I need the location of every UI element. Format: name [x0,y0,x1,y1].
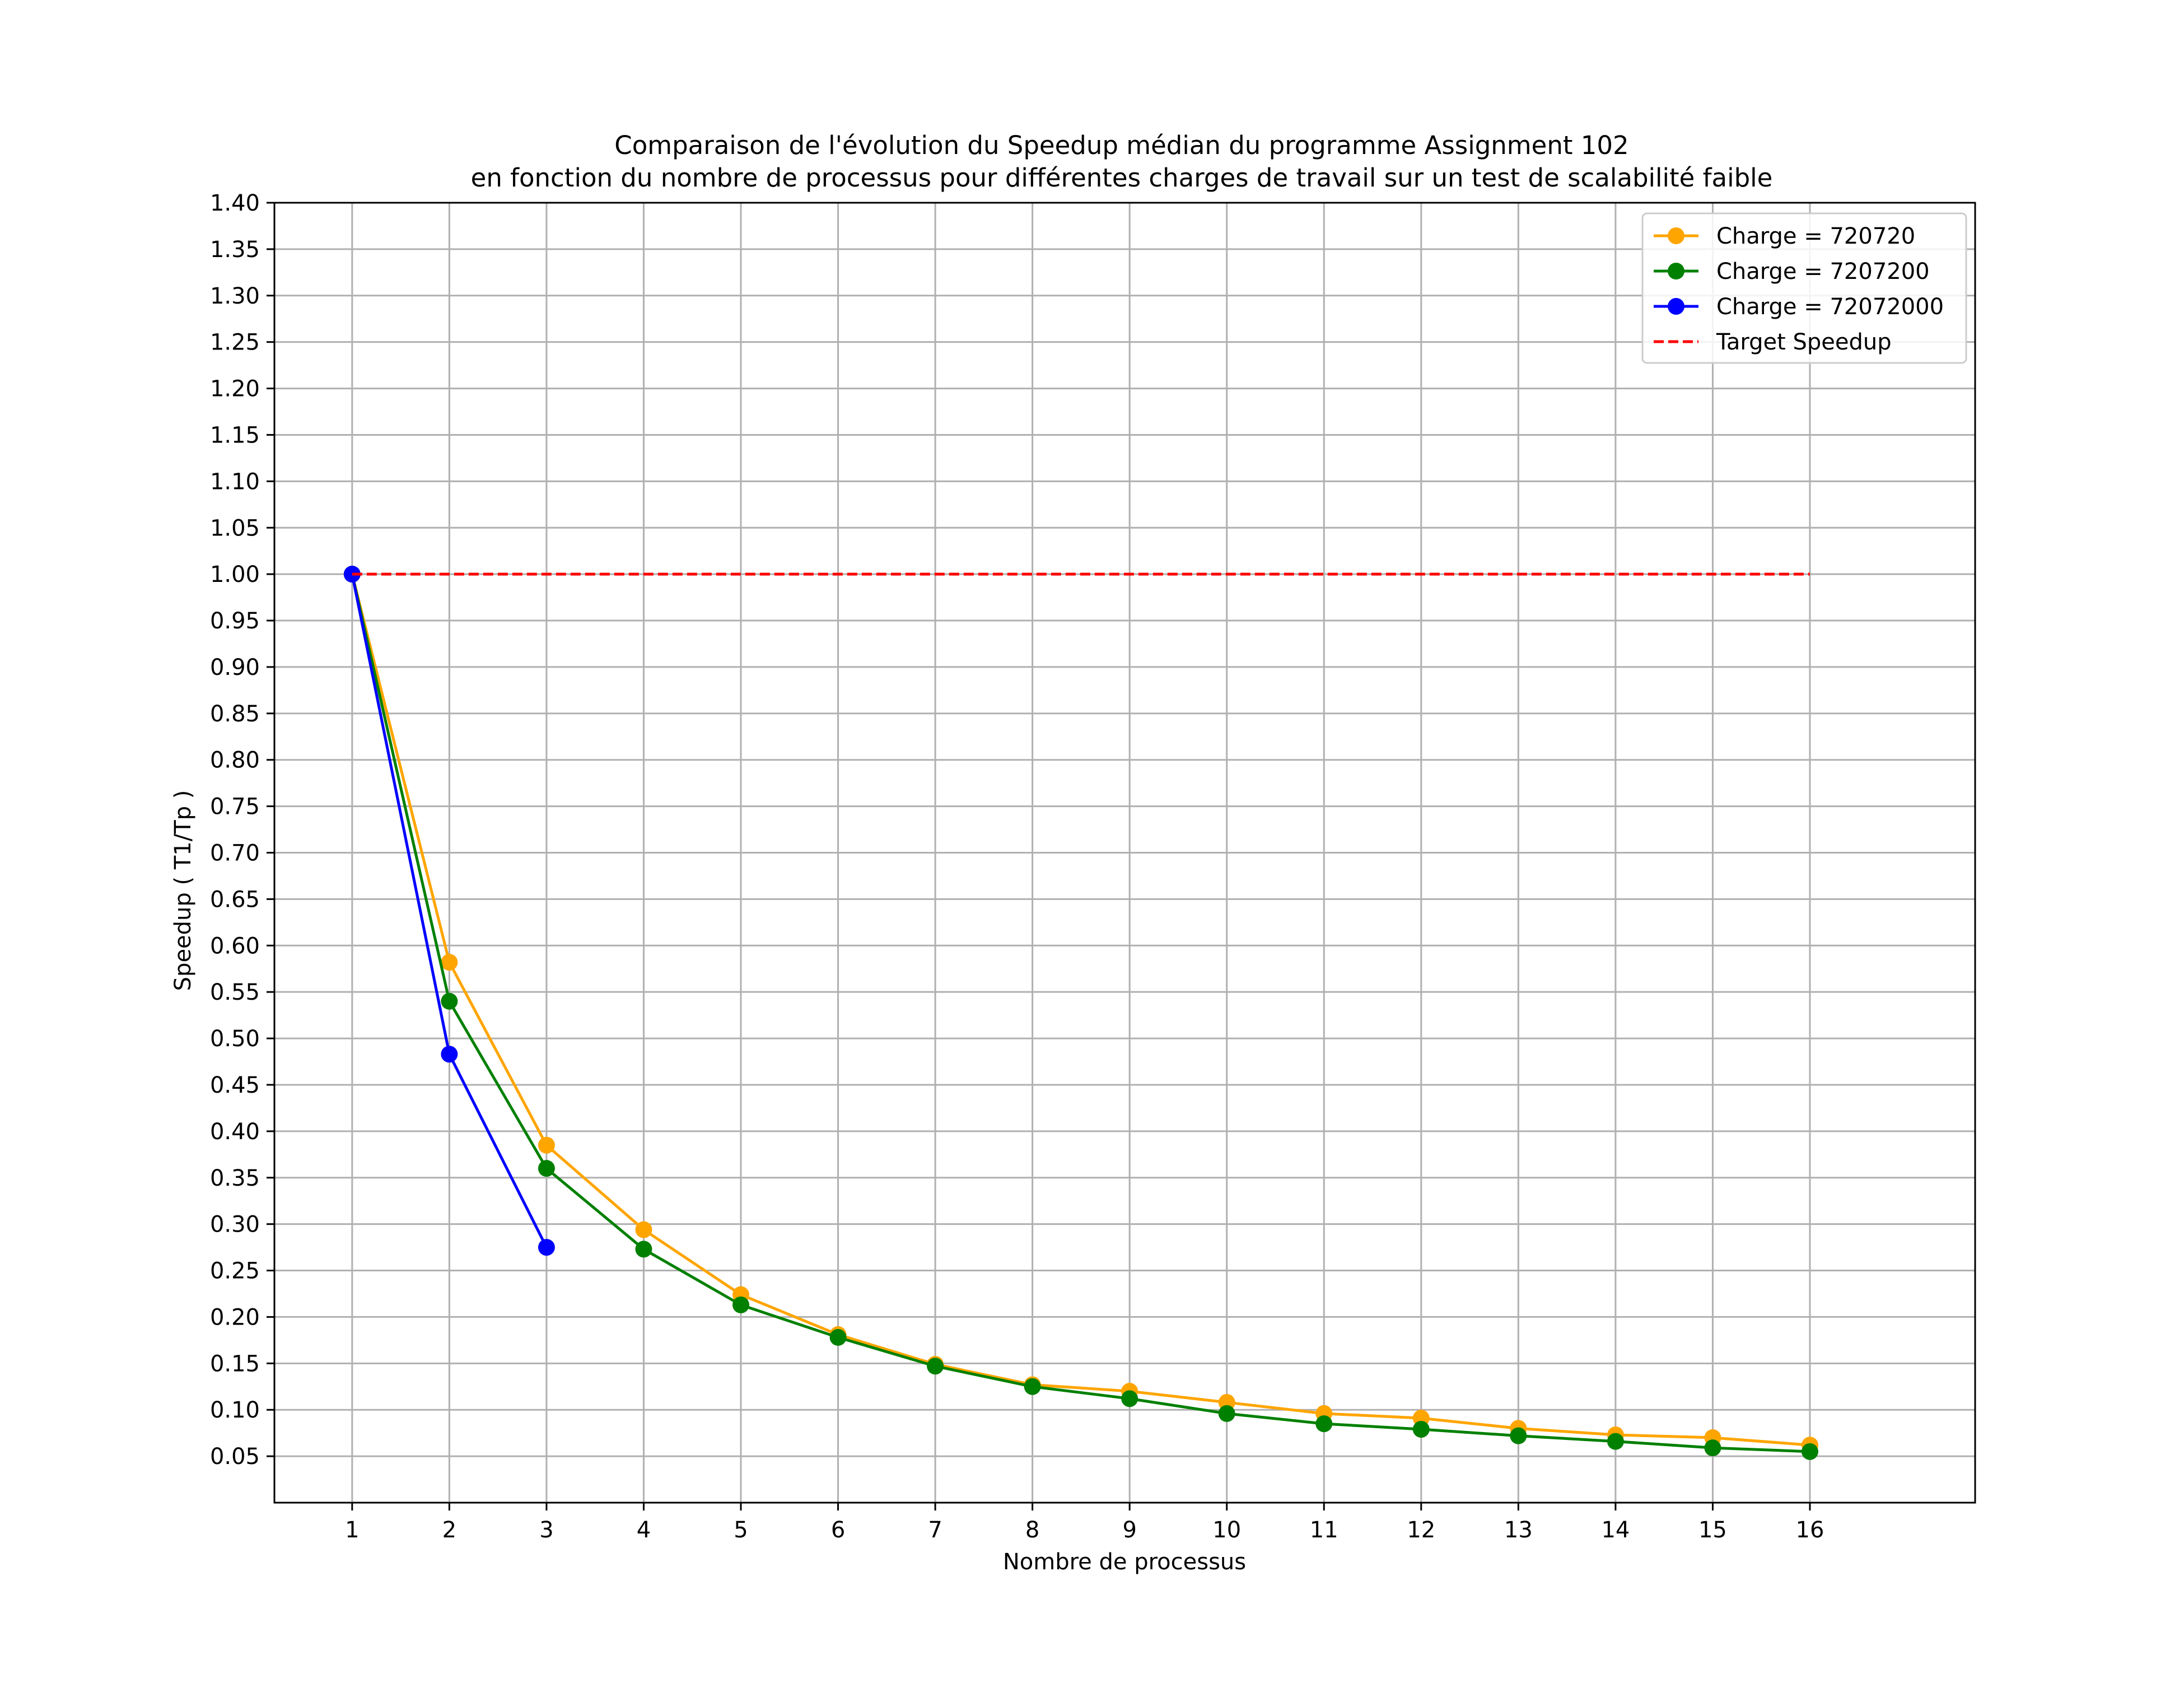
data-point [441,954,458,971]
y-tick-label: 0.70 [210,841,260,866]
y-tick-label: 0.45 [210,1073,260,1098]
data-point [635,1221,652,1238]
series-group [343,566,1818,1460]
legend-entry: Charge = 72072000 [1654,294,1944,320]
x-tick-label: 4 [637,1517,651,1543]
data-point [538,1160,555,1177]
data-point [441,992,458,1010]
legend-marker [1668,298,1684,315]
y-tick-label: 1.20 [210,376,260,402]
data-point [1704,1439,1721,1457]
data-point [829,1328,847,1346]
series-line [351,574,1810,1447]
y-tick-label: 1.25 [210,330,260,356]
y-axis-label: Speedup ( T1/Tp ) [170,790,196,991]
y-tick-label: 0.75 [210,794,260,820]
legend-marker [1668,227,1684,244]
data-point [1607,1433,1624,1450]
data-point [1121,1390,1138,1407]
y-tick-label: 0.30 [210,1212,260,1238]
x-tick-label: 14 [1601,1517,1630,1543]
y-tick-label: 0.25 [210,1258,260,1284]
series-line [351,574,1810,1453]
chart-title: Comparaison de l'évolution du Speedup mé… [614,130,1628,160]
legend-entry: Charge = 720720 [1654,223,1915,249]
x-tick-label: 15 [1698,1517,1727,1543]
y-tick-label: 0.15 [210,1351,260,1377]
data-point [635,1241,652,1258]
y-tick-label: 0.05 [210,1444,260,1470]
y-tick-label: 0.85 [210,701,260,727]
x-tick-label: 16 [1796,1517,1824,1543]
y-tick-label: 0.10 [210,1397,260,1423]
y-tick-label: 0.95 [210,608,260,634]
y-tick-label: 0.80 [210,748,260,773]
legend-label: Charge = 7207200 [1716,259,1930,285]
data-point [1412,1421,1430,1438]
x-tick-label: 13 [1504,1517,1533,1543]
legend-label: Charge = 72072000 [1716,294,1944,320]
y-tick-label: 0.20 [210,1304,260,1330]
y-tick-label: 1.15 [210,422,260,448]
y-tick-label: 0.55 [210,980,260,1005]
x-tick-label: 10 [1212,1517,1241,1543]
legend-label: Charge = 720720 [1716,223,1915,249]
data-point [1024,1378,1041,1395]
data-point [1218,1405,1235,1422]
data-point [538,1136,555,1154]
data-point [732,1296,750,1313]
y-tick-label: 0.35 [210,1165,260,1191]
data-point [927,1358,944,1375]
legend-entry: Target Speedup [1654,329,1892,355]
y-tick-label: 0.40 [210,1119,260,1145]
chart-subtitle: en fonction du nombre de processus pour … [471,163,1773,193]
x-tick-label: 2 [442,1517,456,1543]
data-point [538,1239,555,1256]
x-axis-label: Nombre de processus [1003,1549,1246,1575]
x-tick-label: 3 [539,1517,553,1543]
x-tick-label: 1 [345,1517,359,1543]
data-point [441,1046,458,1063]
y-tick-label: 1.00 [210,562,260,588]
series-1 [343,566,1818,1460]
x-tick-label: 11 [1310,1517,1338,1543]
x-tick-label: 6 [831,1517,845,1543]
axes [267,202,1976,1510]
legend-entry: Charge = 7207200 [1654,259,1930,285]
data-point [1801,1443,1818,1460]
x-tick-label: 9 [1122,1517,1136,1543]
y-tick-label: 0.50 [210,1026,260,1052]
data-point [1510,1427,1527,1444]
tick-labels: 1 2 3 4 5 6 7 8 9 10 11 12 13 14 15 160.050.100.150.200… [210,190,1824,1543]
y-tick-label: 1.10 [210,469,260,495]
y-tick-label: 1.30 [210,283,260,309]
y-tick-label: 1.05 [210,515,260,541]
x-tick-label: 5 [734,1517,748,1543]
x-tick-label: 12 [1407,1517,1435,1543]
legend-box [1641,212,1967,364]
y-tick-label: 1.35 [210,237,260,263]
data-point [1315,1415,1333,1433]
x-tick-label: 8 [1025,1517,1039,1543]
y-tick-label: 0.60 [210,933,260,959]
legend-label: Target Speedup [1716,329,1892,355]
y-tick-label: 1.40 [210,190,260,216]
y-tick-label: 0.65 [210,887,260,912]
y-tick-label: 0.90 [210,655,260,680]
plot-frame [273,202,1976,1504]
x-tick-label: 7 [928,1517,942,1543]
legend-marker [1668,263,1684,279]
legend: Charge = 720720 Charge = 7207200 Charge = … [1641,212,1967,364]
